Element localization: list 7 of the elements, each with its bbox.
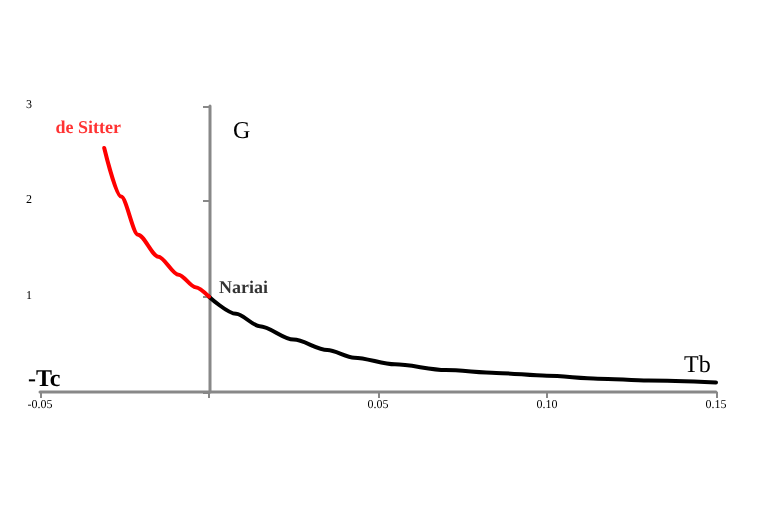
annotation: -Tc xyxy=(28,364,62,392)
y-axis-title: G xyxy=(233,116,251,144)
line-series xyxy=(207,294,718,385)
annotation: de Sitter xyxy=(55,116,121,137)
line-series xyxy=(102,145,211,299)
annotation: Nariai xyxy=(219,276,269,297)
x-axis-title: Tb xyxy=(684,350,711,378)
